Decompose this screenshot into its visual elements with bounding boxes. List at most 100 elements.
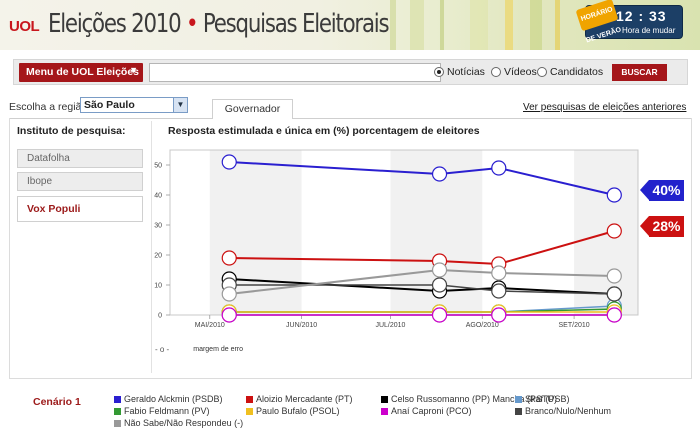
chart-title: Resposta estimulada e única em (%) porce… <box>168 125 480 137</box>
legend-swatch <box>515 408 522 415</box>
institute-label: Instituto de pesquisa: <box>17 125 126 137</box>
x-tick-label: SET/2010 <box>559 322 590 329</box>
data-point <box>491 307 507 323</box>
data-point <box>491 160 507 176</box>
legend-item: Geraldo Alckmin (PSDB) <box>114 394 223 404</box>
legend-label: Skaf (PSB) <box>525 394 570 404</box>
legend-item: Aloizio Mercadante (PT) <box>246 394 353 404</box>
legend-swatch <box>246 408 253 415</box>
x-tick-label: MAI/2010 <box>195 322 225 329</box>
legend-item: Branco/Nulo/Nenhum <box>515 406 611 416</box>
radio-candidatos[interactable]: Candidatos <box>537 66 603 78</box>
previous-elections-link[interactable]: Ver pesquisas de eleições anteriores <box>523 102 687 113</box>
legend-label: Branco/Nulo/Nenhum <box>525 406 612 416</box>
data-point <box>606 187 622 203</box>
legend-label: Celso Russomanno (PP) Mancha (PSTU) <box>391 394 558 404</box>
data-point <box>431 166 448 182</box>
page-title: Eleições 2010 • Pesquisas Eleitorais <box>48 9 390 39</box>
uol-logo[interactable]: UOL <box>9 18 40 35</box>
series-line <box>229 161 615 196</box>
y-tick-label: 10 <box>154 283 162 290</box>
chevron-down-icon: ▼ <box>173 98 187 112</box>
legend-label: Fabio Feldmann (PV) <box>124 406 210 416</box>
legend-swatch <box>114 408 121 415</box>
institute-datafolha[interactable]: Datafolha <box>17 149 143 168</box>
legend-label: Paulo Bufalo (PSOL) <box>256 406 340 416</box>
title-election: Eleições 2010 <box>48 9 182 39</box>
daylight-saving-clock[interactable]: HORÁRIO DE VERÃO 12 : 33 Hora de mudar <box>575 0 683 44</box>
y-tick-label: 30 <box>154 223 162 230</box>
x-tick-label: JUN/2010 <box>286 322 317 329</box>
menu-uol-eleicoes-button[interactable]: Menu de UOL Eleições ▼ <box>19 63 143 82</box>
data-point <box>491 265 507 281</box>
header-decoration <box>410 0 424 50</box>
radio-icon <box>491 67 501 77</box>
data-point <box>221 154 237 170</box>
radio-icon <box>434 67 444 77</box>
y-tick-label: 0 <box>158 313 162 320</box>
legend-swatch <box>114 420 121 427</box>
series-line <box>229 284 615 295</box>
panel-divider <box>151 121 152 373</box>
x-tick-label: AGO/2010 <box>466 322 499 329</box>
legend-item: Skaf (PSB) <box>515 394 570 404</box>
header-decoration <box>555 0 560 50</box>
data-point <box>431 277 448 293</box>
legend-divider <box>9 378 692 379</box>
poll-line-chart: 0 10 20 30 40 50 MAI/2010 JUN/2010 JUL/2010 AGO/2… <box>154 149 639 329</box>
legend-swatch <box>246 396 253 403</box>
daylight-saving-badge: HORÁRIO DE VERÃO <box>575 0 622 44</box>
menu-label: Menu de UOL Eleições <box>26 66 140 78</box>
region-select[interactable]: São Paulo ▼ <box>80 97 188 113</box>
y-tick-label: 50 <box>154 163 162 170</box>
margin-label: margem de erro <box>193 346 244 353</box>
legend-swatch <box>381 408 388 415</box>
data-point <box>431 307 448 323</box>
tab-divider <box>9 118 692 119</box>
region-selected-value: São Paulo <box>84 99 135 111</box>
data-point <box>491 283 507 299</box>
legend-label: Geraldo Alckmin (PSDB) <box>124 394 223 404</box>
legend-label: Aloizio Mercadante (PT) <box>256 394 353 404</box>
tab-governador[interactable]: Governador <box>212 99 293 119</box>
header-decoration <box>390 0 396 50</box>
header-decoration <box>440 0 444 50</box>
clock-time: 12 : 33 <box>616 8 667 24</box>
legend-item: Celso Russomanno (PP) Mancha (PSTU) <box>381 394 557 404</box>
search-bar: Menu de UOL Eleições ▼ Notícias Vídeos C… <box>13 59 688 85</box>
scenario-title: Cenário 1 <box>33 396 81 408</box>
legend-label: Anaí Caproni (PCO) <box>391 406 472 416</box>
radio-icon <box>537 67 547 77</box>
legend-item: Paulo Bufalo (PSOL) <box>246 406 340 416</box>
institute-vox-populi[interactable]: Vox Populi <box>17 196 143 222</box>
y-tick-label: 40 <box>154 193 162 200</box>
legend-swatch <box>515 396 522 403</box>
radio-label: Vídeos <box>504 66 537 78</box>
x-tick-label: JUL/2010 <box>375 322 405 329</box>
radio-label: Notícias <box>447 66 485 78</box>
data-point <box>221 307 237 323</box>
series-line <box>229 230 615 266</box>
legend-swatch <box>381 396 388 403</box>
header-decoration <box>530 0 542 50</box>
series-line <box>229 268 615 295</box>
legend-item: Fabio Feldmann (PV) <box>114 406 210 416</box>
legend-item: Anaí Caproni (PCO) <box>381 406 472 416</box>
header-decoration <box>505 0 513 50</box>
clock-label: Hora de mudar <box>622 26 676 35</box>
header-decoration <box>470 0 488 50</box>
margin-of-error-note: - o - margem de erro <box>155 345 243 354</box>
data-point <box>221 286 237 302</box>
radio-label: Candidatos <box>550 66 604 78</box>
flag-alckmin: 40% <box>640 180 684 201</box>
flag-mercadante: 28% <box>640 216 684 237</box>
legend-swatch <box>114 396 121 403</box>
radio-noticias[interactable]: Notícias <box>434 66 485 78</box>
y-tick-label: 20 <box>154 253 162 260</box>
search-button[interactable]: BUSCAR <box>612 64 667 81</box>
radio-videos[interactable]: Vídeos <box>491 66 537 78</box>
institute-ibope[interactable]: Ibope <box>17 172 143 191</box>
error-bar-icon: - o - <box>155 345 170 354</box>
search-input[interactable] <box>149 63 441 82</box>
region-label: Escolha a região <box>9 101 88 113</box>
